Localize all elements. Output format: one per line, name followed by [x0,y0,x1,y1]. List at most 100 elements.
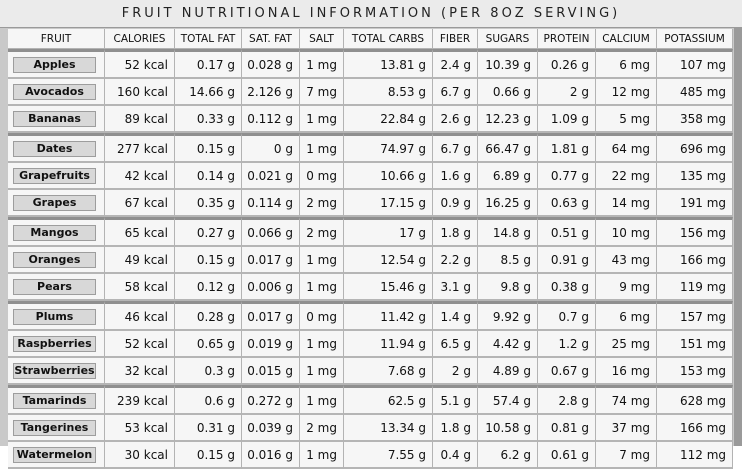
cell-protein: 1.81 g [538,133,596,163]
fruit-button-bananas[interactable]: Bananas [13,110,96,127]
cell-potassium: 107 mg [657,49,733,79]
cell-protein: 2 g [538,79,596,106]
cell-protein: 0.91 g [538,247,596,274]
nutrition-table: FRUIT CALORIES TOTAL FAT SAT. FAT SALT T… [8,29,733,469]
cell-sugars: 6.89 g [478,163,538,190]
cell-salt: 1 mg [300,358,344,385]
cell-fiber: 2 g [433,358,478,385]
fruit-cell: Oranges [8,247,105,274]
fruit-button-plums[interactable]: Plums [13,308,96,325]
cell-calories: 160 kcal [105,79,175,106]
cell-calories: 65 kcal [105,217,175,247]
cell-total-carbs: 7.68 g [344,358,433,385]
cell-calcium: 6 mg [596,49,657,79]
cell-fiber: 6.5 g [433,331,478,358]
cell-calcium: 5 mg [596,106,657,133]
cell-sat-fat: 0.021 g [242,163,300,190]
cell-calcium: 64 mg [596,133,657,163]
cell-sat-fat: 0.017 g [242,247,300,274]
cell-calcium: 43 mg [596,247,657,274]
column-header-protein: PROTEIN [538,29,596,49]
cell-total-carbs: 10.66 g [344,163,433,190]
cell-total-fat: 0.33 g [175,106,242,133]
fruit-cell: Plums [8,301,105,331]
cell-calories: 89 kcal [105,106,175,133]
fruit-button-grapes[interactable]: Grapes [13,194,96,211]
column-header-total-carbs: TOTAL CARBS [344,29,433,49]
cell-sugars: 6.2 g [478,442,538,469]
cell-sat-fat: 0.015 g [242,358,300,385]
cell-sat-fat: 2.126 g [242,79,300,106]
cell-salt: 1 mg [300,274,344,301]
cell-sat-fat: 0 g [242,133,300,163]
cell-calcium: 12 mg [596,79,657,106]
fruit-button-oranges[interactable]: Oranges [13,251,96,268]
cell-calcium: 7 mg [596,442,657,469]
fruit-button-pears[interactable]: Pears [13,278,96,295]
cell-calcium: 14 mg [596,190,657,217]
cell-total-carbs: 12.54 g [344,247,433,274]
cell-potassium: 112 mg [657,442,733,469]
fruit-cell: Pears [8,274,105,301]
fruit-button-strawberries[interactable]: Strawberries [13,362,96,379]
cell-sugars: 9.8 g [478,274,538,301]
cell-total-fat: 0.14 g [175,163,242,190]
cell-calories: 239 kcal [105,385,175,415]
fruit-button-dates[interactable]: Dates [13,140,96,157]
cell-salt: 2 mg [300,190,344,217]
cell-protein: 0.81 g [538,415,596,442]
cell-sat-fat: 0.016 g [242,442,300,469]
cell-calcium: 22 mg [596,163,657,190]
header-row: FRUIT CALORIES TOTAL FAT SAT. FAT SALT T… [8,29,733,49]
fruit-button-apples[interactable]: Apples [13,56,96,73]
fruit-cell: Watermelon [8,442,105,469]
cell-sat-fat: 0.028 g [242,49,300,79]
cell-fiber: 5.1 g [433,385,478,415]
cell-potassium: 166 mg [657,415,733,442]
cell-salt: 1 mg [300,331,344,358]
fruit-cell: Dates [8,133,105,163]
cell-sugars: 12.23 g [478,106,538,133]
cell-total-carbs: 17.15 g [344,190,433,217]
cell-salt: 1 mg [300,385,344,415]
fruit-button-tangerines[interactable]: Tangerines [13,419,96,436]
cell-salt: 0 mg [300,301,344,331]
cell-total-carbs: 11.94 g [344,331,433,358]
cell-total-fat: 0.6 g [175,385,242,415]
cell-potassium: 157 mg [657,301,733,331]
cell-sugars: 8.5 g [478,247,538,274]
cell-calcium: 9 mg [596,274,657,301]
fruit-button-avocados[interactable]: Avocados [13,83,96,100]
cell-fiber: 2.2 g [433,247,478,274]
cell-sat-fat: 0.039 g [242,415,300,442]
right-edge-strip [734,28,742,446]
fruit-button-mangos[interactable]: Mangos [13,224,96,241]
fruit-button-raspberries[interactable]: Raspberries [13,335,96,352]
cell-calories: 53 kcal [105,415,175,442]
fruit-cell: Grapefruits [8,163,105,190]
cell-protein: 2.8 g [538,385,596,415]
fruit-cell: Tamarinds [8,385,105,415]
cell-potassium: 696 mg [657,133,733,163]
cell-protein: 0.61 g [538,442,596,469]
cell-salt: 1 mg [300,133,344,163]
cell-salt: 1 mg [300,247,344,274]
fruit-button-grapefruits[interactable]: Grapefruits [13,167,96,184]
cell-fiber: 6.7 g [433,133,478,163]
cell-calcium: 10 mg [596,217,657,247]
fruit-button-watermelon[interactable]: Watermelon [13,446,96,463]
column-header-potassium: POTASSIUM [657,29,733,49]
fruit-button-tamarinds[interactable]: Tamarinds [13,392,96,409]
cell-total-fat: 0.35 g [175,190,242,217]
cell-sugars: 4.89 g [478,358,538,385]
cell-protein: 1.2 g [538,331,596,358]
cell-fiber: 0.9 g [433,190,478,217]
cell-fiber: 3.1 g [433,274,478,301]
